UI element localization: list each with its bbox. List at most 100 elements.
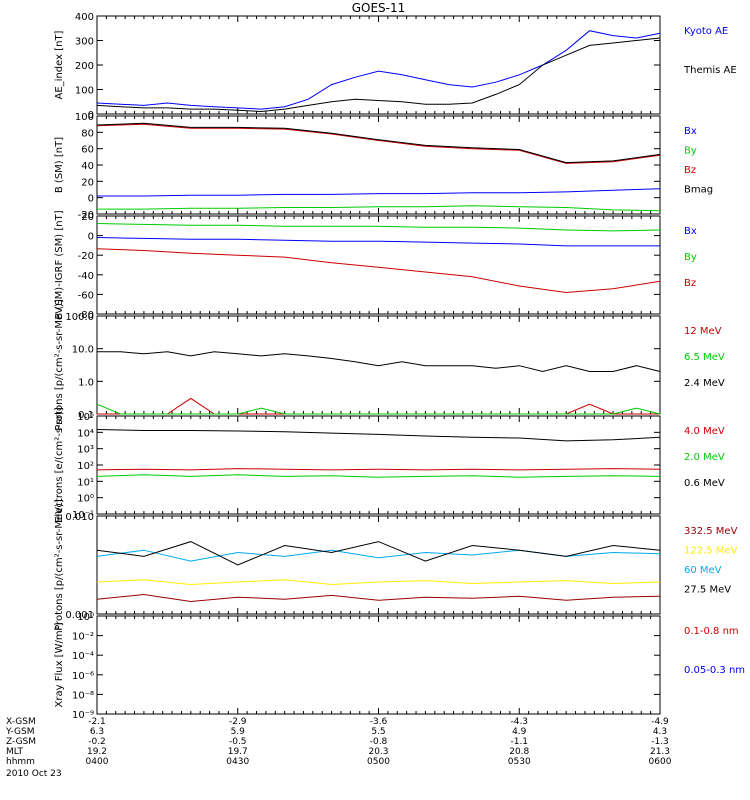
ephemeris-cell-0-2: -0.2 <box>88 737 106 747</box>
y-tick-label-6-2: 10⁻⁶ <box>72 671 94 682</box>
series-line-3-2 <box>97 351 661 373</box>
ephemeris-cell-3-3: 20.8 <box>509 747 529 757</box>
y-tick-label-4-3: 10² <box>77 461 94 472</box>
ephemeris-cell-3-0: -4.3 <box>510 717 528 727</box>
ephemeris-cell-4-3: 21.3 <box>650 747 670 757</box>
y-tick-label-1-6: 100 <box>75 112 94 123</box>
ephemeris-cell-2-2: -0.8 <box>370 737 388 747</box>
ephemeris-row-label-2: Z-GSM <box>6 737 36 747</box>
legend-label-3-2: 2.4 MeV <box>684 378 725 389</box>
y-tick-label-6-3: 10⁻⁴ <box>72 651 94 662</box>
series-line-2-1 <box>96 223 661 232</box>
series-line-0-0 <box>96 30 661 110</box>
ephemeris-cell-0-4: 0400 <box>86 757 109 767</box>
y-tick-label-0-3: 300 <box>75 37 94 48</box>
y-tick-label-4-1: 10⁰ <box>77 494 94 505</box>
panel-frame-0 <box>96 15 661 115</box>
y-tick-label-1-3: 40 <box>81 161 94 172</box>
legend-label-1-1: By <box>684 146 697 157</box>
ephemeris-cell-2-0: -3.6 <box>370 717 388 727</box>
plot-title: GOES-11 <box>352 1 406 15</box>
y-tick-label-5-1: 0.010 <box>65 512 94 523</box>
y-tick-label-1-4: 60 <box>81 145 94 156</box>
y-tick-label-6-0: 10⁻⁹ <box>72 710 94 721</box>
y-tick-label-0-1: 100 <box>75 86 94 97</box>
legend-label-4-1: 2.0 MeV <box>684 452 725 463</box>
legend-label-5-3: 27.5 MeV <box>684 585 731 596</box>
series-line-4-2 <box>96 429 661 442</box>
series-line-1-1 <box>97 205 661 212</box>
series-line-4-0 <box>96 468 661 471</box>
y-tick-label-2-1: -60 <box>78 290 94 301</box>
ephemeris-cell-3-2: -1.1 <box>510 737 528 747</box>
ephemeris-cell-1-1: 5.9 <box>231 727 246 737</box>
ephemeris-row-label-4: hhmm <box>6 757 35 767</box>
series-line-1-3 <box>96 122 661 164</box>
y-tick-label-2-4: 0 <box>88 232 94 243</box>
legend-label-4-0: 4.0 MeV <box>684 426 725 437</box>
y-axis-label-0: AE_index [nT] <box>54 30 65 99</box>
y-axis-label-4: Electrons [e/(cm²-s-sr)] <box>54 407 65 523</box>
y-tick-label-4-0: 10⁻¹ <box>72 510 94 521</box>
series-line-5-2 <box>96 549 661 562</box>
legend-label-2-1: By <box>684 252 697 263</box>
ephemeris-cell-1-3: 19.7 <box>228 747 248 757</box>
legend-label-5-2: 60 MeV <box>684 565 722 576</box>
ephemeris-cell-4-4: 0600 <box>649 757 672 767</box>
y-axis-label-1: B (SM) [nT] <box>54 137 65 193</box>
y-tick-label-0-0: 0 <box>88 110 94 121</box>
y-tick-label-3-3: 100.0 <box>65 312 94 323</box>
y-tick-label-4-6: 10⁵ <box>77 412 94 423</box>
y-tick-label-2-2: -40 <box>78 271 94 282</box>
y-axis-label-5: Protons [p/(cm²-s-sr-MeV)] <box>54 499 65 631</box>
ephemeris-cell-1-0: -2.9 <box>229 717 247 727</box>
legend-label-3-1: 6.5 MeV <box>684 352 725 363</box>
legend-label-2-2: Bz <box>684 278 696 289</box>
legend-label-5-0: 332.5 MeV <box>684 526 738 537</box>
y-tick-label-4-2: 10¹ <box>77 477 94 488</box>
y-axis-label-3: Protons [p/(cm²-s-sr-MeV)] <box>54 299 65 431</box>
legend-label-5-1: 122.5 MeV <box>684 546 738 557</box>
legend-label-1-3: Bmag <box>684 185 713 196</box>
legend-label-3-0: 12 MeV <box>684 326 722 337</box>
y-tick-label-6-5: 10⁰ <box>77 612 94 623</box>
y-tick-label-3-2: 10.0 <box>72 345 94 356</box>
ephemeris-row-label-0: X-GSM <box>6 717 36 727</box>
ephemeris-cell-0-0: -2.1 <box>88 717 106 727</box>
date-label: 2010 Oct 23 <box>6 769 62 779</box>
legend-label-1-2: Bz <box>684 165 696 176</box>
legend-label-4-2: 0.6 MeV <box>684 478 725 489</box>
y-tick-label-1-1: 0 <box>88 194 94 205</box>
y-tick-label-0-4: 400 <box>75 12 94 23</box>
ephemeris-cell-4-0: -4.9 <box>651 717 669 727</box>
series-line-1-2 <box>96 123 661 164</box>
ephemeris-row-label-3: MLT <box>6 747 24 757</box>
series-line-4-1 <box>96 474 661 478</box>
ephemeris-cell-3-4: 0530 <box>508 757 531 767</box>
ephemeris-cell-0-1: 6.3 <box>90 727 104 737</box>
ephemeris-cell-2-3: 20.3 <box>368 747 388 757</box>
ephemeris-row-label-1: Y-GSM <box>5 727 34 737</box>
y-tick-label-3-0: 0.1 <box>78 410 94 421</box>
ephemeris-cell-2-4: 0500 <box>367 757 390 767</box>
y-tick-label-1-2: 20 <box>81 177 94 188</box>
legend-label-0-0: Kyoto AE <box>684 26 728 37</box>
y-axis-label-6: Xray Flux [W/m²] <box>54 622 65 707</box>
y-tick-label-6-4: 10⁻² <box>72 632 94 643</box>
legend-label-6-0: 0.1-0.8 nm <box>684 626 739 637</box>
ephemeris-cell-4-1: 4.3 <box>653 727 667 737</box>
y-tick-label-1-0: -20 <box>78 210 94 221</box>
y-tick-label-1-5: 80 <box>81 128 94 139</box>
ephemeris-cell-3-1: 4.9 <box>512 727 527 737</box>
y-tick-label-4-5: 10⁴ <box>77 428 94 439</box>
ephemeris-cell-2-1: 5.5 <box>371 727 385 737</box>
y-tick-label-2-0: -80 <box>78 310 94 321</box>
series-line-5-1 <box>96 579 661 586</box>
panel-frame-1 <box>96 115 661 215</box>
legend-label-2-0: Bx <box>684 226 697 237</box>
ephemeris-cell-0-3: 19.2 <box>87 747 107 757</box>
panel-frame-2 <box>96 215 661 315</box>
y-tick-label-3-1: 1.0 <box>78 377 94 388</box>
y-axis-label-2: B (SM)-IGRF (SM) [nT] <box>54 210 65 319</box>
